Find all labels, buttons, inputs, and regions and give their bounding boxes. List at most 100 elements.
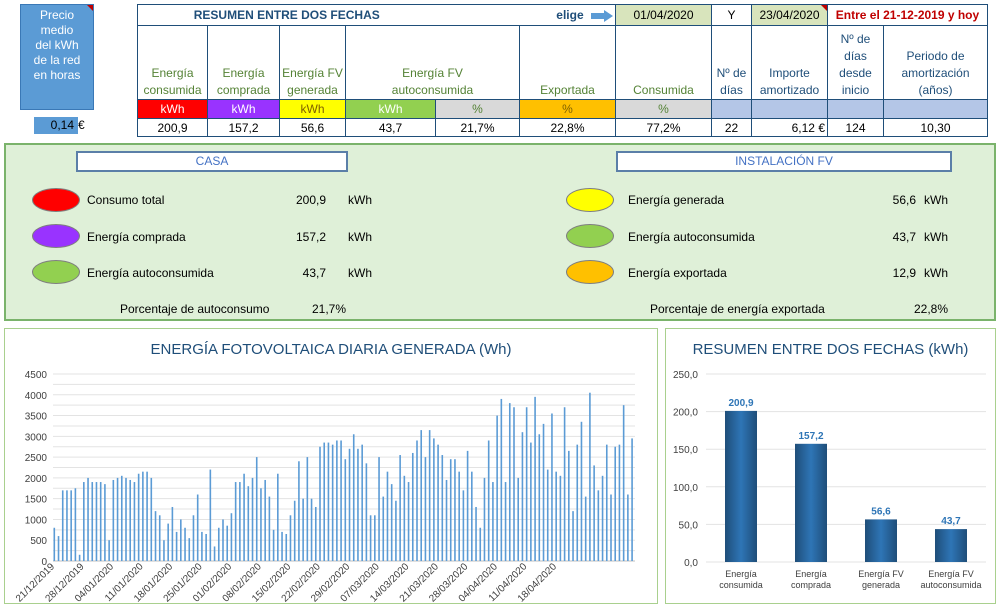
daily-bar [53,527,56,561]
header-line: Nº de [716,66,747,80]
green-circle-icon [566,224,614,248]
daily-bar [154,511,157,561]
daily-bar [538,434,541,561]
elige-text: elige [556,8,584,22]
summary-chart-box: RESUMEN ENTRE DOS FECHAS (kWh) 200,9 157,… [665,328,996,604]
daily-bar [302,498,304,561]
range-note: Entre el 21-12-2019 y hoy [827,4,988,26]
daily-bar [386,471,389,561]
comment-marker [87,5,93,11]
daily-bar [357,448,359,561]
date-from-cell[interactable]: 01/04/2020 [615,4,712,26]
daily-chart-box: ENERGÍA FOTOVOLTAICA DIARIA GENERADA (Wh… [4,328,658,604]
header-line: amortizado [759,83,820,97]
daily-bar [205,533,207,561]
summary-chart-title: RESUMEN ENTRE DOS FECHAS (kWh) [692,341,969,358]
daily-bar [209,469,212,561]
casa-label: Energía autoconsumida [87,266,214,280]
casa-value: 43,7 [302,266,326,280]
daily-bar [601,475,604,561]
header-line: Energía FV [402,66,463,80]
daily-bar [352,434,355,561]
daily-bar [217,527,220,561]
data-label: 200,9 [728,398,753,409]
y-label: Y [711,4,752,26]
date-to-cell[interactable]: 23/04/2020 [751,4,828,26]
fv-value: 56,6 [892,193,916,207]
y-tick-label: 0,0 [684,558,698,569]
header-consumida: Consumida [615,25,712,100]
value-energia-fv-autoconsumida: 43,7 [345,118,436,137]
value-pct-exportada: 22,8% [519,118,616,137]
unit-cell [751,99,828,119]
daily-bar [344,459,347,561]
fv-value: 43,7 [892,230,916,244]
daily-bar [399,455,401,561]
daily-bar [492,482,494,561]
value-pct-consumida: 77,2% [615,118,712,137]
daily-bar [234,482,237,561]
daily-bar [247,486,250,561]
casa-title: CASA [76,151,348,172]
daily-bar [78,554,81,561]
daily-bar [281,531,283,561]
casa-value: 157,2 [295,230,326,244]
daily-bar [428,430,431,561]
price-value-cell[interactable]: 0,14 [34,117,78,134]
x-category-label: Energía [795,569,827,579]
daily-bar [454,459,456,561]
daily-bar [572,511,574,561]
daily-bar [530,442,532,561]
y-tick-label: 1500 [25,495,48,506]
header-energia-consumida: Energía consumida [137,25,208,100]
price-label-line: en horas [33,68,81,82]
daily-bar [201,531,203,561]
daily-bar [584,496,587,561]
casa-unit: kWh [348,230,372,244]
daily-bar [293,500,296,561]
unit-cell: kWh [207,99,280,119]
daily-bar [568,450,570,561]
daily-bar [298,461,300,561]
daily-bar [323,442,326,561]
daily-bar [525,407,528,561]
daily-bar [184,527,186,561]
x-category-label: Energía FV [858,569,904,579]
value-importe: 6,12 € [751,118,828,137]
unit-cell: kWh [279,99,346,119]
daily-bar [192,515,195,561]
daily-bar [374,515,376,561]
y-tick-label: 2500 [25,453,48,464]
value-dias-inicio: 124 [827,118,884,137]
daily-bar [310,498,313,561]
daily-bar [268,496,271,561]
header-line: días [844,49,867,63]
energy-summary-panel: CASA INSTALACIÓN FV Consumo total 200,9 … [4,143,996,321]
y-tick-label: 500 [30,536,47,547]
daily-bar [462,490,465,561]
y-tick-label: 4500 [25,370,48,381]
daily-bar [243,473,245,561]
daily-bar [361,444,363,561]
header-dias-desde-inicio: Nº de días desde inicio [827,25,884,100]
header-periodo-amortizacion: Periodo de amortización (años) [883,25,988,100]
x-category-label: Energía [725,569,757,579]
fv-label: Energía autoconsumida [628,230,755,244]
header-n-dias: Nº de días [711,25,752,100]
daily-bar [542,423,545,561]
daily-bar [504,482,507,561]
daily-bar [213,546,216,561]
header-energia-fv-autoconsumida: Energía FV autoconsumida [345,25,520,100]
daily-bar [314,506,317,561]
price-label-line: del kWh [35,38,79,52]
summary-bar-chart: 200,9 157,2 56,6 43,7 0,0 50,0 100,0 150,0 200,… [673,370,986,590]
casa-pct-value: 21,7% [312,302,347,316]
header-energia-comprada: Energía comprada [207,25,280,100]
instalacion-title: INSTALACIÓN FV [616,151,952,172]
daily-bar [580,421,583,561]
daily-bar [163,540,165,561]
header-line: consumida [143,83,202,97]
header-energia-fv-generada: Energía FV generada [279,25,346,100]
y-tick-label: 0 [41,557,47,568]
daily-bar [120,475,123,561]
